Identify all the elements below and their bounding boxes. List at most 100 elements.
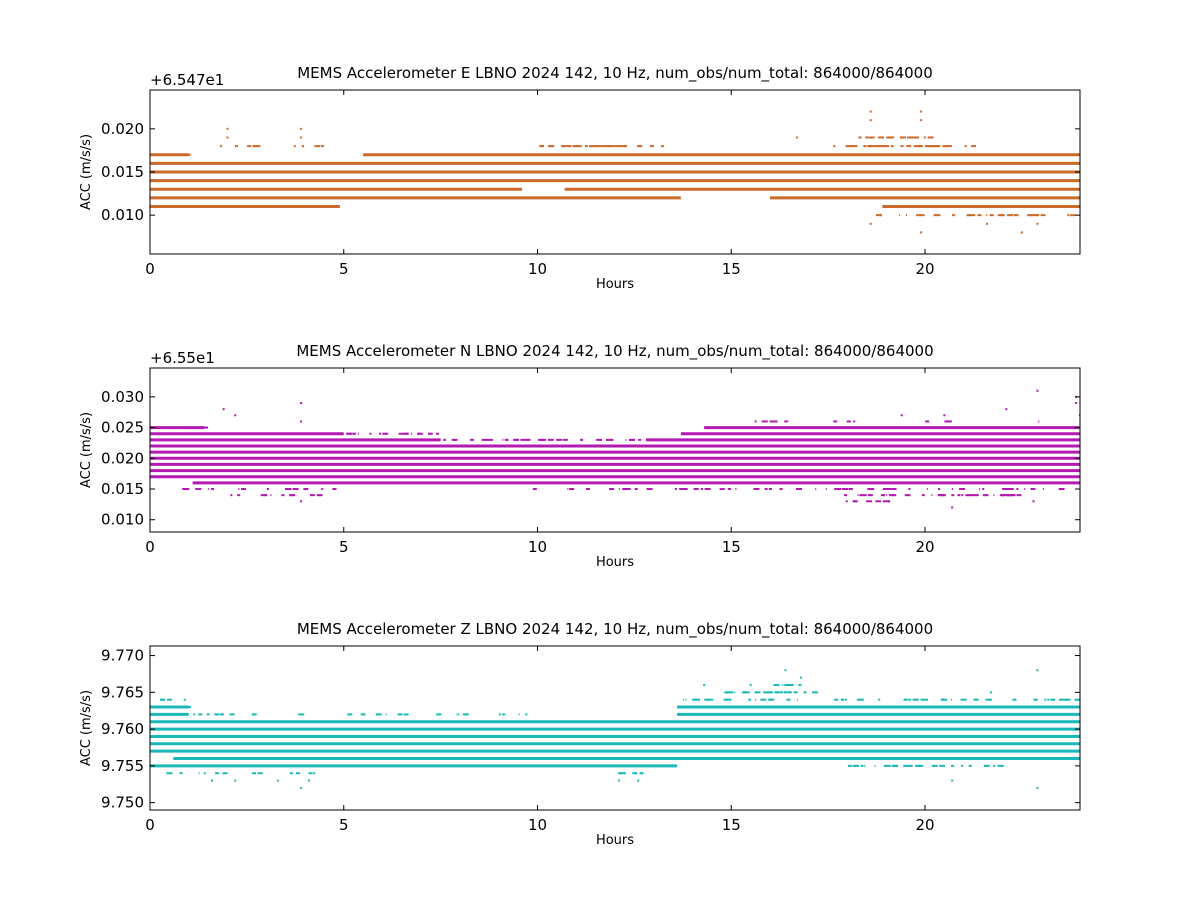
data-point	[462, 713, 469, 716]
data-point	[754, 691, 761, 694]
axis-offset-label: +6.547e1	[150, 71, 224, 89]
outlier-point	[327, 196, 330, 199]
data-point	[240, 488, 246, 491]
y-axis-label: ACC (m/s/s)	[79, 134, 94, 210]
data-point	[833, 420, 838, 423]
y-tick-label: 9.770	[101, 647, 144, 665]
data-point	[589, 145, 592, 148]
data-point	[188, 488, 190, 491]
data-point	[990, 698, 992, 701]
data-point	[1047, 698, 1050, 701]
data-point	[921, 494, 925, 497]
chart-panel-3: 0 5 10 15 20 9.750 9.755 9.760 9.765 9.770 MEMS Ac…	[79, 620, 1081, 848]
data-point	[523, 438, 529, 441]
data-point	[773, 683, 780, 686]
data-point	[1012, 698, 1017, 701]
data-point	[436, 432, 440, 435]
data-point	[1002, 494, 1004, 497]
data-point	[930, 136, 932, 139]
data-point	[860, 698, 864, 701]
data-point	[626, 488, 631, 491]
y-tick-label: 0.030	[101, 388, 144, 406]
data-point	[247, 145, 252, 148]
data-point	[301, 145, 304, 148]
data-point	[562, 438, 568, 441]
data-point	[580, 438, 584, 441]
data-point	[622, 488, 628, 491]
data-point	[910, 136, 917, 139]
data-point	[1058, 488, 1065, 491]
data-point	[185, 205, 192, 208]
data-point	[951, 764, 953, 767]
data-point	[180, 153, 184, 156]
data-point	[177, 706, 184, 709]
data-point	[190, 426, 196, 429]
data-point	[902, 136, 906, 139]
outlier-point	[800, 676, 802, 679]
data-point	[1053, 698, 1055, 701]
data-point	[284, 488, 291, 491]
data-point	[264, 494, 268, 497]
data-point	[851, 145, 858, 148]
data-point	[867, 494, 873, 497]
data-point	[884, 764, 891, 767]
data-point	[548, 145, 551, 148]
data-point	[925, 420, 930, 423]
data-point	[939, 764, 946, 767]
data-point	[884, 500, 890, 503]
data-point	[928, 145, 932, 148]
outlier-point	[300, 136, 303, 139]
data-point	[964, 145, 967, 148]
x-tick-label: 5	[339, 260, 349, 278]
data-point	[585, 488, 590, 491]
data-point	[187, 426, 189, 429]
outlier-point	[617, 779, 620, 782]
chart-panel-1: 0 5 10 15 20 0.010 0.015 0.020 MEMS Acceleromete…	[79, 64, 1081, 292]
x-tick-label: 0	[145, 816, 155, 834]
data-point	[764, 488, 768, 491]
data-point	[993, 494, 995, 497]
data-point	[834, 488, 838, 491]
data-point	[989, 214, 994, 217]
x-tick-label: 10	[528, 260, 547, 278]
data-point	[983, 764, 988, 767]
plot-area	[150, 669, 1080, 789]
data-point	[973, 698, 979, 701]
outlier-point	[1020, 231, 1023, 234]
data-point	[193, 713, 195, 716]
data-point	[968, 764, 972, 767]
data-point	[796, 698, 798, 701]
data-point	[1058, 698, 1063, 701]
data-point	[784, 420, 789, 423]
data-point	[1061, 698, 1067, 701]
data-point	[901, 136, 904, 139]
outlier-point	[230, 494, 233, 497]
data-point	[159, 698, 161, 701]
data-point	[727, 488, 731, 491]
data-point	[934, 214, 941, 217]
data-point	[166, 772, 173, 775]
data-point	[628, 438, 635, 441]
data-point	[172, 706, 175, 709]
data-point	[912, 698, 919, 701]
outlier-point	[234, 779, 237, 782]
data-point	[865, 136, 869, 139]
data-point	[931, 494, 933, 497]
data-point	[296, 488, 299, 491]
data-point	[857, 764, 859, 767]
data-point	[638, 438, 642, 441]
data-point	[292, 488, 297, 491]
data-point	[927, 136, 934, 139]
data-point	[743, 691, 750, 694]
data-point	[890, 145, 894, 148]
data-point	[885, 488, 892, 491]
data-point	[899, 214, 901, 217]
data-point	[183, 706, 187, 709]
data-point	[763, 691, 770, 694]
data-point	[750, 698, 752, 701]
axis-offset-label: +6.55e1	[150, 349, 215, 367]
data-point	[456, 713, 458, 716]
data-point	[1064, 698, 1071, 701]
data-point	[852, 764, 859, 767]
data-point	[195, 488, 199, 491]
